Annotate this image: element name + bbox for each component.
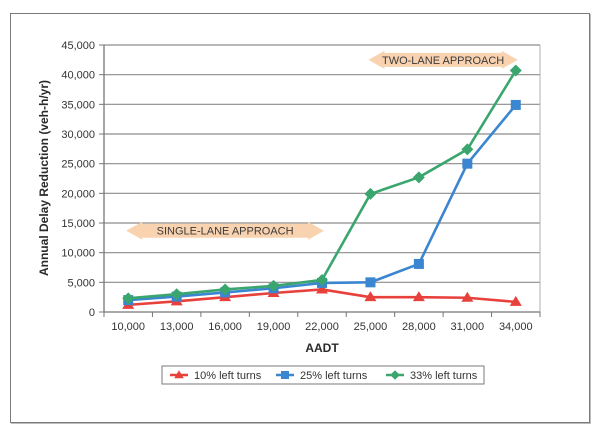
legend-label: 25% left turns [300,370,368,382]
series-33-left-turns [122,64,522,305]
x-tick-label: 22,000 [305,321,339,333]
x-tick-label: 34,000 [499,321,533,333]
y-tick-label: 20,000 [61,188,95,200]
triangle-marker [509,295,522,306]
double-arrow-icon [368,50,518,69]
diamond-marker [267,279,280,292]
annotation-label: SINGLE-LANE APPROACH [157,226,294,238]
annotation-label: TWO-LANE APPROACH [382,55,504,67]
legend: 10% left turns 25% left turns 33% left tur… [161,365,485,385]
legend-item: 25% left turns [276,370,368,382]
y-tick-label: 30,000 [61,129,95,141]
annotations: SINGLE-LANE APPROACH TWO-LANE APPROACH [126,50,518,240]
square-marker [462,158,473,169]
y-tick-label: 0 [89,307,95,319]
diamond-marker [412,171,425,184]
square-marker [413,258,424,269]
x-tick-label: 31,000 [451,321,485,333]
y-tick-label: 35,000 [61,99,95,111]
legend-label: 10% left turns [194,370,262,382]
y-tick-label: 25,000 [61,159,95,171]
legend-label: 33% left turns [410,370,478,382]
triangle-marker [174,370,184,379]
diamond-marker [390,370,400,380]
diamond-marker [364,187,377,200]
diamond-marker [122,292,135,305]
legend-item: 10% left turns [170,370,262,382]
diamond-marker [170,288,183,301]
axes: 0 5,000 10,000 15,000 20,000 25,000 30,000 35,0… [61,40,541,333]
diamond-marker [509,64,522,77]
x-tick-label: 25,000 [354,321,388,333]
y-tick-label: 40,000 [61,70,95,82]
y-tick-label: 10,000 [61,248,95,260]
series-group [122,64,522,309]
diamond-marker [219,283,232,296]
diamond-marker [461,143,474,156]
triangle-marker [316,283,328,294]
gridlines [104,44,541,312]
y-tick-label: 5,000 [67,277,95,289]
chart-frame [10,13,590,423]
double-arrow-icon [126,221,324,240]
x-tick-label: 19,000 [257,321,291,333]
y-axis-title: Annual Delay Reduction (veh-h/yr) [37,80,51,276]
x-tick-label: 13,000 [160,321,194,333]
square-marker [510,99,521,110]
y-tick-label: 45,000 [61,40,95,52]
x-tick-label: 28,000 [402,321,436,333]
legend-box [161,365,485,385]
legend-item: 33% left turns [386,370,478,382]
triangle-marker [461,291,474,302]
x-tick-label: 16,000 [208,321,242,333]
x-axis-title: AADT [305,341,339,355]
diamond-marker [316,273,328,286]
square-marker [281,371,289,379]
triangle-marker [412,291,425,302]
square-marker [365,277,376,288]
x-tick-label: 10,000 [111,321,145,333]
y-tick-label: 15,000 [61,218,95,230]
triangle-marker [364,291,377,302]
